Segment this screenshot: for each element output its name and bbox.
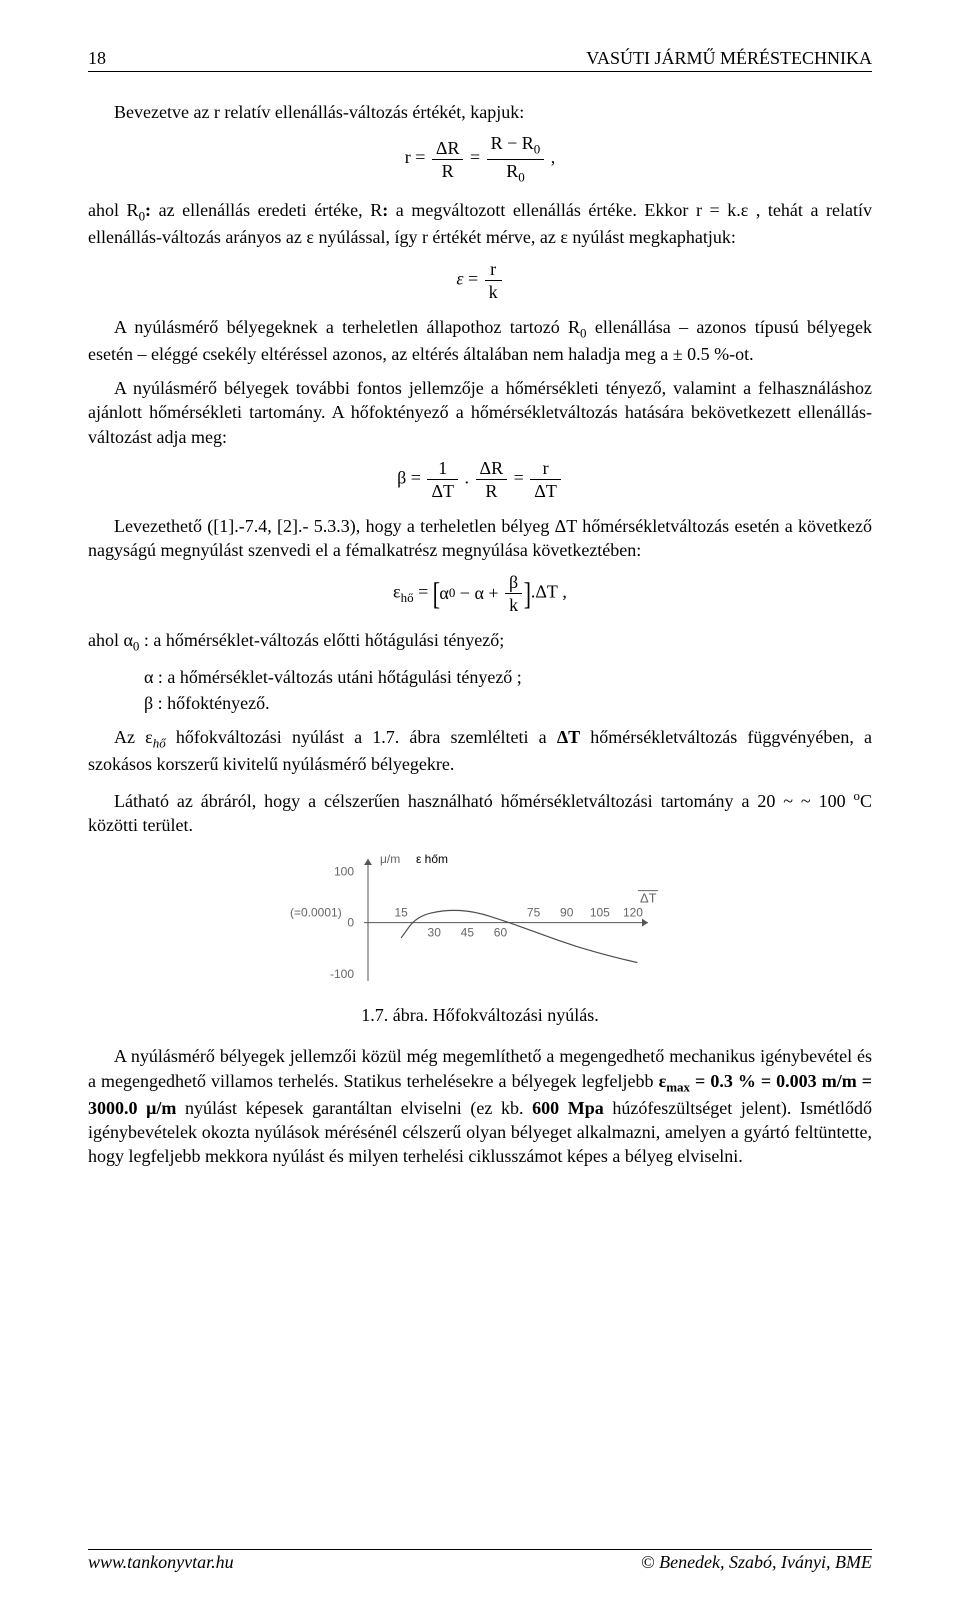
svg-text:-100: -100 bbox=[330, 967, 354, 981]
para-r0-text: A nyúlásmérő bélyegeknek a terheletlen á… bbox=[88, 315, 872, 366]
svg-text:μ/m: μ/m bbox=[380, 852, 400, 866]
svg-text:60: 60 bbox=[494, 926, 508, 940]
running-header: 18 VASÚTI JÁRMŰ MÉRÉSTECHNIKA bbox=[88, 48, 872, 72]
para-max-strain: A nyúlásmérő bélyegek jellemzői közül mé… bbox=[88, 1044, 872, 1168]
svg-text:100: 100 bbox=[334, 865, 354, 879]
svg-text:75: 75 bbox=[527, 906, 541, 920]
equation-epsilon: ε = rk bbox=[88, 260, 872, 301]
equation-eps-ho: εhő = [α0 − α + βk].ΔT , bbox=[88, 573, 872, 614]
page-number: 18 bbox=[88, 48, 106, 69]
svg-text:30: 30 bbox=[428, 926, 442, 940]
page: 18 VASÚTI JÁRMŰ MÉRÉSTECHNIKA Bevezetve … bbox=[0, 0, 960, 1613]
svg-text:105: 105 bbox=[590, 906, 610, 920]
page-footer: www.tankonyvtar.hu © Benedek, Szabó, Ivá… bbox=[88, 1549, 872, 1573]
svg-text:(=0.0001): (=0.0001) bbox=[290, 906, 342, 920]
svg-text:15: 15 bbox=[394, 906, 408, 920]
svg-text:45: 45 bbox=[461, 926, 475, 940]
para-intro: Bevezetve az r relatív ellenállás-változ… bbox=[88, 100, 872, 124]
def-beta: β : hőfoktényező. bbox=[144, 691, 872, 715]
svg-text:0: 0 bbox=[347, 916, 354, 930]
para-range: Látható az ábráról, hogy a célszerűen ha… bbox=[88, 787, 872, 838]
svg-text:120: 120 bbox=[623, 906, 643, 920]
svg-text:ΔT: ΔT bbox=[640, 891, 657, 906]
figure-caption: 1.7. ábra. Hőfokváltozási nyúlás. bbox=[88, 1005, 872, 1026]
footer-left: www.tankonyvtar.hu bbox=[88, 1552, 234, 1573]
svg-text:ε hőm: ε hőm bbox=[416, 852, 448, 866]
para-r0: ahol R0: az ellenállás eredeti értéke, R… bbox=[88, 198, 872, 249]
running-title: VASÚTI JÁRMŰ MÉRÉSTECHNIKA bbox=[586, 48, 872, 69]
figure-thermal-strain: 100 0 -100 μ/m ε hőm (=0.0001) 15 30 45 60 75 90 105… bbox=[290, 847, 670, 997]
para-derive: Levezethető ([1].-7.4, [2].- 5.3.3), hog… bbox=[88, 514, 872, 563]
para-temp-factor: A nyúlásmérő bélyegek további fontos jel… bbox=[88, 376, 872, 449]
para-fig-ref: Az εhő hőfokváltozási nyúlást a 1.7. ábr… bbox=[88, 725, 872, 776]
def-alpha: α : a hőmérséklet-változás utáni hőtágul… bbox=[144, 665, 872, 689]
equation-r: r = ΔRR = R − R0R0 , bbox=[88, 134, 872, 184]
svg-text:90: 90 bbox=[560, 906, 574, 920]
equation-beta: β = 1ΔT . ΔRR = rΔT bbox=[88, 459, 872, 500]
para-where: ahol α0 : a hőmérséklet-változás előtti … bbox=[88, 628, 872, 655]
footer-right: © Benedek, Szabó, Iványi, BME bbox=[641, 1552, 872, 1573]
